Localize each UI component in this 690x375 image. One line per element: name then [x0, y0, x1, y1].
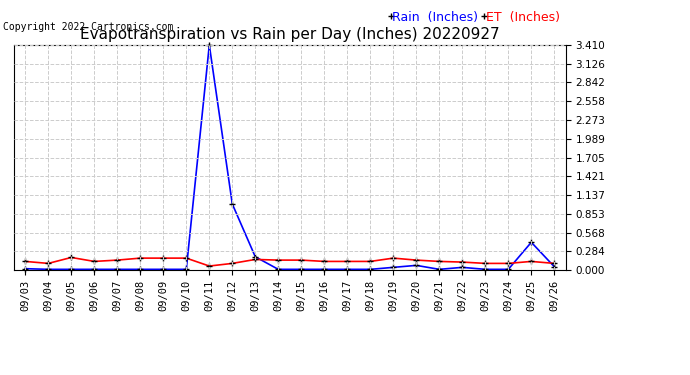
Rain  (Inches) [435, 267, 444, 272]
ET  (Inches) [113, 258, 121, 262]
ET  (Inches) [435, 259, 444, 264]
Rain  (Inches) [504, 267, 513, 272]
ET  (Inches) [527, 259, 535, 264]
ET  (Inches) [550, 261, 558, 266]
Rain  (Inches) [550, 264, 558, 269]
Rain  (Inches) [113, 267, 121, 272]
ET  (Inches) [458, 260, 466, 264]
ET  (Inches) [21, 259, 30, 264]
Rain  (Inches) [481, 267, 489, 272]
Text: Copyright 2022 Cartronics.com: Copyright 2022 Cartronics.com [3, 22, 173, 33]
ET  (Inches) [182, 256, 190, 260]
Rain  (Inches) [44, 267, 52, 272]
Rain  (Inches) [274, 267, 282, 272]
Rain  (Inches) [90, 267, 99, 272]
Rain  (Inches) [67, 267, 75, 272]
ET  (Inches) [343, 259, 351, 264]
ET  (Inches) [90, 259, 99, 264]
Rain  (Inches) [320, 267, 328, 272]
ET  (Inches) [366, 259, 375, 264]
Rain  (Inches) [205, 43, 213, 47]
Rain  (Inches) [389, 265, 397, 270]
Rain  (Inches) [527, 240, 535, 244]
ET  (Inches) [44, 261, 52, 266]
ET  (Inches) [136, 256, 144, 260]
ET  (Inches) [297, 258, 306, 262]
Legend: Rain  (Inches), ET  (Inches): Rain (Inches), ET (Inches) [391, 11, 560, 24]
Rain  (Inches) [343, 267, 351, 272]
Rain  (Inches) [366, 267, 375, 272]
ET  (Inches) [251, 257, 259, 262]
Rain  (Inches) [159, 267, 168, 272]
Line: ET  (Inches): ET (Inches) [22, 254, 558, 270]
ET  (Inches) [504, 261, 513, 266]
Title: Evapotranspiration vs Rain per Day (Inches) 20220927: Evapotranspiration vs Rain per Day (Inch… [80, 27, 500, 42]
ET  (Inches) [412, 258, 420, 262]
Rain  (Inches) [458, 265, 466, 270]
ET  (Inches) [320, 259, 328, 264]
ET  (Inches) [228, 261, 237, 266]
Rain  (Inches) [297, 267, 306, 272]
ET  (Inches) [481, 261, 489, 266]
Rain  (Inches) [251, 255, 259, 259]
Rain  (Inches) [136, 267, 144, 272]
ET  (Inches) [67, 255, 75, 260]
Rain  (Inches) [21, 266, 30, 271]
Rain  (Inches) [412, 263, 420, 268]
Rain  (Inches) [228, 202, 237, 206]
ET  (Inches) [274, 258, 282, 262]
Rain  (Inches) [182, 267, 190, 272]
ET  (Inches) [159, 256, 168, 260]
ET  (Inches) [389, 256, 397, 260]
Line: Rain  (Inches): Rain (Inches) [22, 42, 558, 273]
ET  (Inches) [205, 264, 213, 268]
